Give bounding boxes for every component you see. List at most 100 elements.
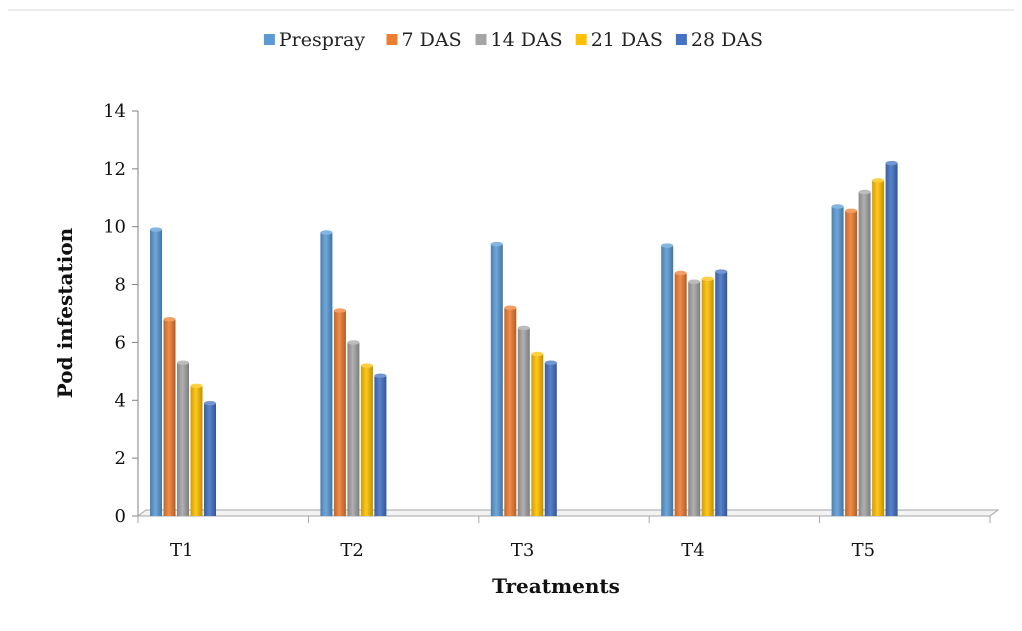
bar-cap bbox=[661, 243, 674, 248]
x-tick-label: T5 bbox=[852, 540, 875, 561]
legend-swatch bbox=[675, 34, 687, 45]
bar bbox=[320, 230, 333, 516]
y-tick-label: 12 bbox=[103, 159, 126, 180]
bar-cap bbox=[320, 230, 333, 235]
bar-body bbox=[204, 403, 216, 516]
bar bbox=[544, 360, 557, 516]
bar-cap bbox=[701, 276, 714, 281]
legend-label: 7 DAS bbox=[402, 29, 462, 51]
bar-body bbox=[715, 271, 728, 516]
bar bbox=[885, 160, 898, 517]
bar-body bbox=[674, 273, 687, 516]
bar-body bbox=[333, 310, 346, 516]
bar-body bbox=[504, 307, 517, 516]
bar-cap bbox=[204, 400, 216, 406]
legend-swatch bbox=[475, 34, 487, 45]
legend-item: 21 DAS bbox=[575, 29, 663, 51]
bar bbox=[163, 317, 176, 516]
bar bbox=[715, 269, 728, 516]
bar bbox=[150, 227, 162, 516]
legend-swatch bbox=[386, 34, 398, 45]
bar-cap bbox=[374, 373, 387, 378]
bar-cap bbox=[490, 241, 503, 247]
bar bbox=[190, 383, 203, 516]
bar-body bbox=[885, 163, 898, 517]
legend-label: 21 DAS bbox=[591, 29, 663, 51]
bar bbox=[872, 178, 885, 516]
bar-cap bbox=[531, 351, 544, 357]
y-tick-label: 14 bbox=[103, 101, 126, 122]
bar-body bbox=[177, 362, 189, 516]
bar bbox=[845, 208, 858, 516]
y-tick-label: 10 bbox=[103, 217, 126, 238]
y-axis-title: Pod infestation bbox=[53, 227, 77, 398]
y-tick-label: 2 bbox=[115, 448, 126, 469]
bar-cap bbox=[885, 160, 898, 166]
bar bbox=[374, 373, 387, 516]
bar-body bbox=[544, 362, 557, 516]
bar-cap bbox=[872, 178, 885, 183]
bar bbox=[517, 325, 530, 516]
bar-body bbox=[701, 278, 714, 516]
bar-cap bbox=[333, 308, 346, 313]
bar-cap bbox=[150, 227, 162, 232]
y-tick-label: 4 bbox=[115, 390, 126, 411]
bar-body bbox=[360, 365, 373, 516]
bar-cap bbox=[688, 279, 701, 284]
bar-body bbox=[320, 232, 333, 516]
bar-cap bbox=[177, 360, 189, 365]
bar bbox=[333, 308, 346, 516]
bar bbox=[347, 340, 360, 516]
bar bbox=[177, 360, 189, 516]
legend-label: 14 DAS bbox=[491, 29, 563, 51]
bar-cap bbox=[544, 360, 557, 365]
bar-body bbox=[661, 245, 674, 516]
x-axis-title: Treatments bbox=[492, 574, 620, 598]
legend-item: Prespray bbox=[263, 29, 365, 51]
bar bbox=[831, 204, 844, 516]
bar-body bbox=[531, 354, 544, 516]
bar bbox=[504, 305, 517, 516]
bar-body bbox=[688, 281, 701, 516]
bar bbox=[674, 270, 687, 516]
y-tick-label: 6 bbox=[115, 332, 126, 353]
bar bbox=[858, 189, 871, 516]
bar-body bbox=[831, 206, 844, 516]
bar-cap bbox=[715, 269, 728, 274]
x-tick-label: T1 bbox=[170, 540, 193, 561]
bar-cap bbox=[674, 270, 687, 276]
bar-cap bbox=[517, 325, 530, 331]
legend-label: 28 DAS bbox=[691, 29, 763, 51]
legend-swatch bbox=[263, 34, 275, 45]
bar-body bbox=[374, 375, 387, 516]
x-tick-label: T2 bbox=[340, 540, 363, 561]
legend-item: 7 DAS bbox=[386, 29, 462, 51]
bar-cap bbox=[858, 189, 871, 195]
legend: Prespray 7 DAS 14 DAS 21 DAS 28 DAS bbox=[263, 29, 763, 51]
bar-cap bbox=[845, 208, 858, 214]
bar-cap bbox=[163, 317, 176, 322]
bar bbox=[204, 400, 216, 516]
bar-body bbox=[163, 319, 176, 516]
legend-item: 14 DAS bbox=[475, 29, 563, 51]
x-tick-label: T4 bbox=[681, 540, 704, 561]
bar-cap bbox=[347, 340, 360, 345]
bar bbox=[688, 279, 701, 516]
legend-label: Prespray bbox=[279, 29, 365, 51]
bar-body bbox=[150, 229, 162, 516]
bar bbox=[661, 243, 674, 516]
x-tick-label: T3 bbox=[511, 540, 534, 561]
bar-cap bbox=[360, 363, 373, 368]
bar-body bbox=[858, 192, 871, 516]
bar bbox=[701, 276, 714, 516]
bars bbox=[150, 160, 898, 517]
legend-swatch bbox=[575, 34, 587, 45]
bar-body bbox=[517, 327, 530, 516]
legend-item: 28 DAS bbox=[675, 29, 763, 51]
bar-cap bbox=[831, 204, 844, 209]
bar bbox=[531, 351, 544, 516]
bar-cap bbox=[504, 305, 517, 310]
bar-body bbox=[347, 342, 360, 516]
